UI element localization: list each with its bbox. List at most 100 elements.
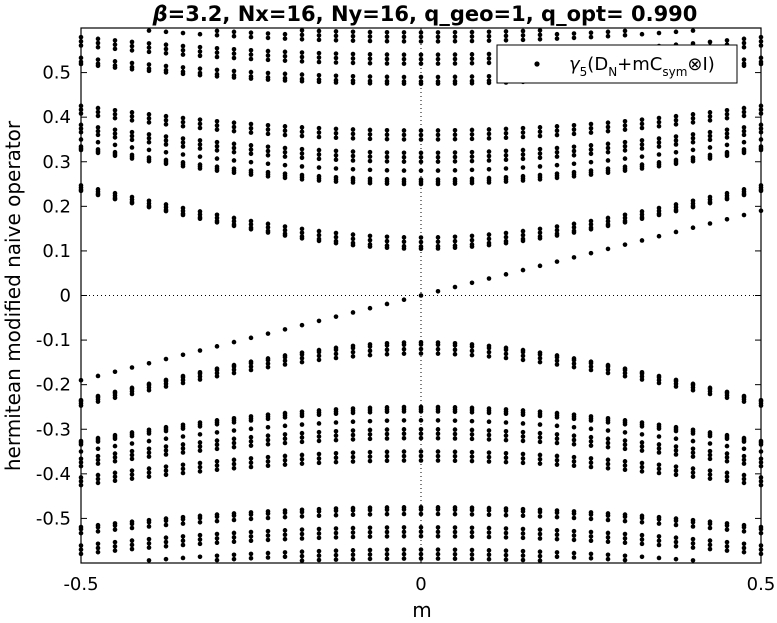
data-point — [452, 234, 458, 240]
data-point — [622, 459, 628, 464]
data-point — [163, 518, 169, 524]
data-point — [316, 33, 322, 38]
data-point — [741, 212, 747, 218]
data-point — [350, 236, 356, 242]
data-point — [231, 68, 237, 74]
data-point — [333, 459, 339, 465]
data-point — [401, 154, 407, 160]
data-point — [282, 432, 288, 437]
data-point — [452, 74, 458, 80]
data-point — [486, 240, 492, 246]
data-point — [231, 364, 237, 369]
data-point — [673, 202, 679, 207]
data-point — [316, 553, 322, 558]
data-point — [571, 228, 577, 234]
data-point — [350, 512, 356, 518]
data-point — [503, 437, 509, 443]
data-point — [282, 31, 288, 37]
data-point — [724, 458, 730, 464]
data-point — [571, 511, 577, 516]
data-point — [299, 422, 305, 427]
data-point — [418, 244, 424, 249]
data-point — [401, 511, 407, 517]
data-point — [452, 343, 458, 348]
data-point — [486, 525, 492, 531]
data-point — [265, 357, 271, 363]
data-point — [622, 127, 628, 132]
data-point — [435, 511, 441, 517]
data-point — [401, 431, 407, 437]
data-point — [503, 166, 509, 171]
data-point — [588, 443, 594, 448]
data-point — [367, 427, 373, 433]
data-point — [367, 409, 373, 415]
data-point — [265, 454, 271, 460]
data-point — [333, 411, 339, 417]
data-point — [95, 457, 101, 463]
x-tick-label: 0 — [415, 574, 426, 595]
data-point — [418, 56, 424, 62]
data-point — [112, 395, 118, 401]
data-point — [452, 507, 458, 513]
data-point — [248, 364, 254, 369]
data-point — [554, 440, 560, 446]
data-point — [520, 147, 526, 153]
data-point — [316, 232, 322, 238]
data-point — [418, 449, 424, 454]
data-point — [282, 36, 288, 41]
data-point — [741, 457, 747, 463]
data-point — [231, 517, 237, 523]
data-point — [554, 354, 560, 360]
data-point — [435, 239, 441, 245]
data-point — [605, 29, 611, 35]
data-point — [282, 510, 288, 516]
data-point — [95, 57, 101, 62]
data-point — [214, 553, 220, 559]
data-point — [452, 159, 458, 164]
data-point — [537, 146, 543, 152]
data-point — [95, 36, 101, 42]
data-point — [520, 236, 526, 242]
data-point — [503, 548, 509, 554]
data-point — [537, 509, 543, 515]
data-point — [282, 154, 288, 159]
data-point — [724, 135, 730, 140]
data-point — [231, 145, 237, 151]
data-point — [367, 38, 373, 44]
data-point — [707, 194, 713, 200]
data-point — [248, 56, 254, 62]
data-point — [622, 438, 628, 443]
data-point — [741, 139, 747, 145]
data-point — [401, 39, 407, 44]
data-point — [571, 122, 577, 128]
data-point — [316, 28, 322, 34]
data-point — [401, 79, 407, 84]
data-point — [690, 519, 696, 525]
y-axis-ticks: 0.5 0.4 0.3 0.2 0.1 0 -0.1 -0.2 -0.3 -0.4 -0.5 — [36, 63, 761, 529]
data-point — [316, 156, 322, 162]
data-point — [741, 147, 747, 152]
data-point — [520, 353, 526, 359]
data-point — [265, 75, 271, 80]
data-point — [707, 433, 713, 439]
data-point — [673, 142, 679, 147]
data-point — [282, 224, 288, 229]
data-point — [333, 33, 339, 39]
data-point — [554, 171, 560, 176]
data-point — [571, 357, 577, 363]
data-point — [248, 418, 254, 423]
data-point — [554, 31, 560, 37]
data-point — [112, 548, 118, 553]
data-point — [197, 70, 203, 76]
data-point — [163, 468, 169, 473]
data-point — [282, 162, 288, 168]
data-point — [622, 430, 628, 435]
y-tick-label: -0.5 — [36, 508, 71, 529]
data-point — [622, 118, 628, 124]
data-point — [690, 541, 696, 546]
data-point — [350, 432, 356, 438]
data-point — [486, 60, 492, 66]
data-point — [690, 112, 696, 117]
data-point — [452, 238, 458, 244]
